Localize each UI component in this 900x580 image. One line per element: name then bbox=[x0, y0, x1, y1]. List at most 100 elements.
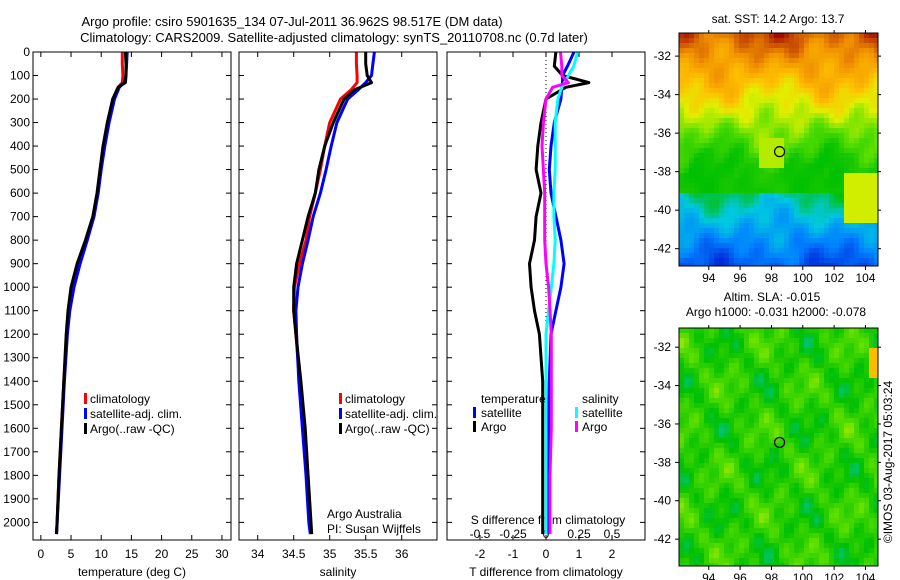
map-cell bbox=[719, 253, 724, 258]
map-cell bbox=[804, 148, 809, 153]
map-cell bbox=[859, 533, 864, 538]
map-cell bbox=[839, 163, 844, 168]
map-cell bbox=[829, 358, 834, 363]
map-cell bbox=[739, 253, 744, 258]
map-cell bbox=[699, 363, 704, 368]
map-cell bbox=[819, 248, 824, 253]
map-cell bbox=[829, 138, 834, 143]
map-cell bbox=[779, 223, 784, 228]
map-cell bbox=[694, 208, 699, 213]
map-cell bbox=[834, 63, 839, 68]
map-cell bbox=[809, 73, 814, 78]
map-cell bbox=[749, 233, 754, 238]
legend-swatch bbox=[84, 423, 87, 434]
map-cell bbox=[839, 258, 844, 263]
map-cell bbox=[829, 233, 834, 238]
map-cell bbox=[694, 418, 699, 423]
map-cell bbox=[729, 68, 734, 73]
map-cell bbox=[809, 363, 814, 368]
map-cell bbox=[824, 498, 829, 503]
map-cell bbox=[814, 38, 819, 43]
map-cell bbox=[794, 228, 799, 233]
map-cell bbox=[679, 253, 684, 258]
map-cell bbox=[874, 423, 878, 428]
map-cell bbox=[699, 458, 704, 463]
map-cell bbox=[709, 63, 714, 68]
map-cell bbox=[809, 473, 814, 478]
map-cell bbox=[704, 193, 709, 198]
map-cell bbox=[729, 73, 734, 78]
map-cell bbox=[739, 143, 744, 148]
map-cell bbox=[869, 53, 874, 58]
map-cell bbox=[804, 118, 809, 123]
map-cell bbox=[814, 433, 819, 438]
map-cell bbox=[829, 443, 834, 448]
map-cell bbox=[699, 378, 704, 383]
map-cell bbox=[869, 328, 874, 333]
map-cell bbox=[829, 78, 834, 83]
map-cell bbox=[739, 88, 744, 93]
map-cell bbox=[709, 558, 714, 563]
map-cell bbox=[719, 498, 724, 503]
map-cell bbox=[854, 348, 859, 353]
map-cell bbox=[754, 243, 759, 248]
map-cell bbox=[734, 148, 739, 153]
map-cell bbox=[819, 243, 824, 248]
map-cell bbox=[859, 33, 864, 38]
map-cell bbox=[734, 128, 739, 133]
map-cell bbox=[859, 208, 864, 213]
map-cell bbox=[824, 483, 829, 488]
map-cell bbox=[699, 328, 704, 333]
map-cell bbox=[809, 433, 814, 438]
map-cell bbox=[869, 198, 874, 203]
map-cell bbox=[839, 353, 844, 358]
map-cell bbox=[724, 238, 729, 243]
map-cell bbox=[694, 513, 699, 518]
map-cell bbox=[849, 518, 854, 523]
map-cell bbox=[714, 173, 719, 178]
lon-tick-label: 104 bbox=[855, 271, 875, 285]
map-cell bbox=[779, 183, 784, 188]
map-cell bbox=[774, 488, 779, 493]
map-cell bbox=[829, 528, 834, 533]
map-cell bbox=[694, 118, 699, 123]
map-cell bbox=[679, 133, 684, 138]
map-cell bbox=[769, 178, 774, 183]
map-cell bbox=[809, 228, 814, 233]
map-cell bbox=[819, 338, 824, 343]
map-cell bbox=[714, 418, 719, 423]
map-cell bbox=[844, 208, 849, 213]
map-cell bbox=[834, 353, 839, 358]
map-cell bbox=[744, 433, 749, 438]
map-cell bbox=[804, 388, 809, 393]
map-cell bbox=[874, 443, 878, 448]
map-cell bbox=[849, 163, 854, 168]
map-cell bbox=[789, 63, 794, 68]
map-cell bbox=[849, 233, 854, 238]
map-cell bbox=[709, 113, 714, 118]
map-cell bbox=[864, 493, 869, 498]
map-cell bbox=[769, 548, 774, 553]
map-cell bbox=[869, 498, 874, 503]
map-cell bbox=[789, 188, 794, 193]
map-cell bbox=[789, 433, 794, 438]
map-cell bbox=[824, 93, 829, 98]
map-cell bbox=[824, 473, 829, 478]
map-cell bbox=[829, 263, 834, 266]
map-cell bbox=[864, 248, 869, 253]
map-cell bbox=[859, 198, 864, 203]
map-cell bbox=[744, 98, 749, 103]
map-cell bbox=[814, 73, 819, 78]
map-cell bbox=[849, 228, 854, 233]
map-cell bbox=[874, 498, 878, 503]
map-cell bbox=[819, 458, 824, 463]
map-cell bbox=[699, 448, 704, 453]
map-cell bbox=[789, 153, 794, 158]
map-cell bbox=[719, 333, 724, 338]
map-cell bbox=[779, 213, 784, 218]
map-cell bbox=[699, 348, 704, 353]
map-cell bbox=[829, 258, 834, 263]
map-cell bbox=[749, 223, 754, 228]
map-cell bbox=[719, 483, 724, 488]
map-cell bbox=[809, 198, 814, 203]
